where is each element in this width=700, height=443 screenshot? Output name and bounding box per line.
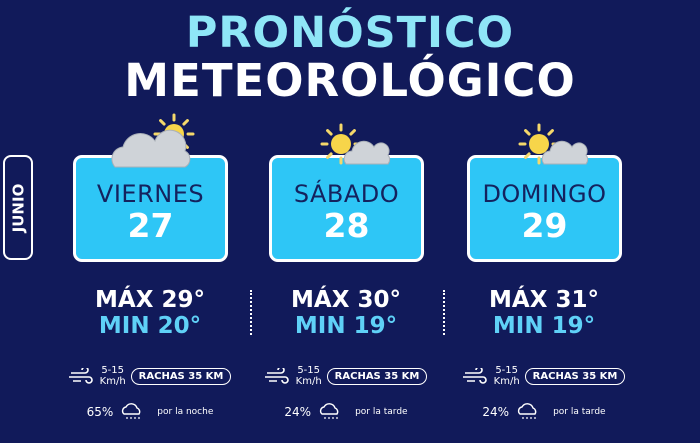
divider bbox=[250, 290, 252, 335]
gusts-badge: RACHAS 35 KM bbox=[130, 367, 232, 385]
day-name: VIERNES bbox=[96, 180, 205, 208]
max-temp: MÁX 31° bbox=[489, 287, 599, 313]
wind-speed-value: 5-15 bbox=[101, 365, 125, 376]
rain-info: 65% por la noche bbox=[50, 402, 250, 422]
weather-icon bbox=[518, 123, 589, 165]
day-card: SÁBADO 28 bbox=[269, 155, 424, 262]
wind-info: 5-15 Km/h RACHAS 35 KM bbox=[246, 365, 446, 387]
month-label: JUNIO bbox=[3, 155, 33, 260]
wind-icon bbox=[68, 368, 93, 384]
title-line1: PRONÓSTICO bbox=[185, 8, 515, 58]
wind-unit: Km/h bbox=[295, 376, 322, 387]
wind-icon bbox=[462, 368, 487, 384]
day-forecast: SÁBADO 28 MÁX 30° MIN 19° 5-15 Km/h RACHA… bbox=[246, 0, 446, 443]
rain-time: por la tarde bbox=[553, 407, 606, 417]
rain-time: por la tarde bbox=[355, 407, 408, 417]
day-name: SÁBADO bbox=[293, 180, 400, 208]
wind-speed-value: 5-15 bbox=[495, 365, 519, 376]
wind-info: 5-15 Km/h RACHAS 35 KM bbox=[444, 365, 644, 387]
day-forecast: DOMINGO 29 MÁX 31° MIN 19° 5-15 Km/h RACH… bbox=[444, 0, 644, 443]
day-date: 28 bbox=[323, 206, 370, 245]
wind-icon bbox=[264, 368, 289, 384]
wind-speed: 5-15 Km/h bbox=[296, 365, 322, 387]
weather-icon bbox=[320, 123, 391, 165]
wind-speed: 5-15 Km/h bbox=[100, 365, 126, 387]
day-date: 27 bbox=[127, 206, 174, 245]
wind-info: 5-15 Km/h RACHAS 35 KM bbox=[50, 365, 250, 387]
wind-speed: 5-15 Km/h bbox=[494, 365, 520, 387]
divider bbox=[443, 290, 445, 335]
weather-icon bbox=[111, 113, 195, 168]
rain-percent: 24% bbox=[482, 405, 510, 419]
day-name: DOMINGO bbox=[482, 180, 607, 208]
rain-info: 24% por la tarde bbox=[246, 402, 446, 422]
rain-percent: 65% bbox=[86, 405, 114, 419]
rain-cloud-icon bbox=[517, 403, 537, 419]
rain-cloud-icon bbox=[319, 403, 339, 419]
day-card: DOMINGO 29 bbox=[467, 155, 622, 262]
month-text: JUNIO bbox=[9, 183, 27, 232]
rain-info: 24% por la tarde bbox=[444, 402, 644, 422]
wind-unit: Km/h bbox=[99, 376, 126, 387]
rain-percent: 24% bbox=[284, 405, 312, 419]
gusts-badge: RACHAS 35 KM bbox=[524, 367, 626, 385]
day-forecast: VIERNES 27 MÁX 29° MIN 20° 5-15 Km/h RACH… bbox=[50, 0, 250, 443]
gusts-badge: RACHAS 35 KM bbox=[326, 367, 428, 385]
min-temp: MIN 19° bbox=[294, 313, 398, 339]
min-temp: MIN 20° bbox=[98, 313, 202, 339]
max-temp: MÁX 29° bbox=[95, 287, 205, 313]
min-temp: MIN 19° bbox=[492, 313, 596, 339]
day-card: VIERNES 27 bbox=[73, 155, 228, 262]
title-line2: METEOROLÓGICO bbox=[124, 54, 576, 107]
max-temp: MÁX 30° bbox=[291, 287, 401, 313]
wind-unit: Km/h bbox=[493, 376, 520, 387]
rain-time: por la noche bbox=[157, 407, 214, 417]
wind-speed-value: 5-15 bbox=[297, 365, 321, 376]
rain-cloud-icon bbox=[122, 403, 141, 419]
day-date: 29 bbox=[521, 206, 568, 245]
